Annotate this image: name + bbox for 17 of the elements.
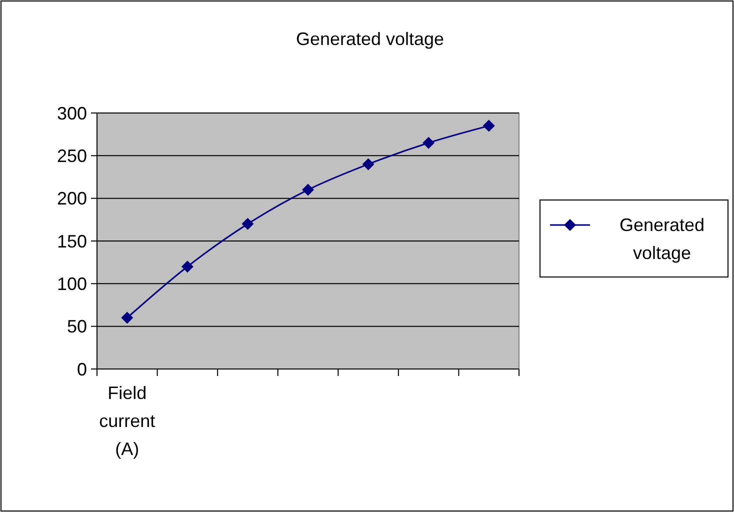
chart-title: Generated voltage	[296, 29, 444, 49]
y-tick-label: 150	[56, 231, 87, 252]
point	[242, 218, 254, 230]
y-tick-label: 0	[76, 359, 87, 380]
point	[181, 260, 194, 273]
y-tick-label: 300	[56, 103, 87, 124]
point	[482, 120, 495, 132]
y-tick-label: 200	[56, 188, 87, 209]
x-tick-label: Field current (A)	[99, 383, 156, 459]
legend-label: Generated voltage	[619, 215, 705, 263]
y-tick-label: 250	[56, 146, 87, 166]
point	[121, 312, 134, 324]
point	[302, 184, 314, 196]
point	[422, 136, 435, 149]
y-tick-label: 100	[56, 274, 87, 294]
y-tick-label: 50	[66, 316, 87, 337]
point	[362, 158, 374, 170]
